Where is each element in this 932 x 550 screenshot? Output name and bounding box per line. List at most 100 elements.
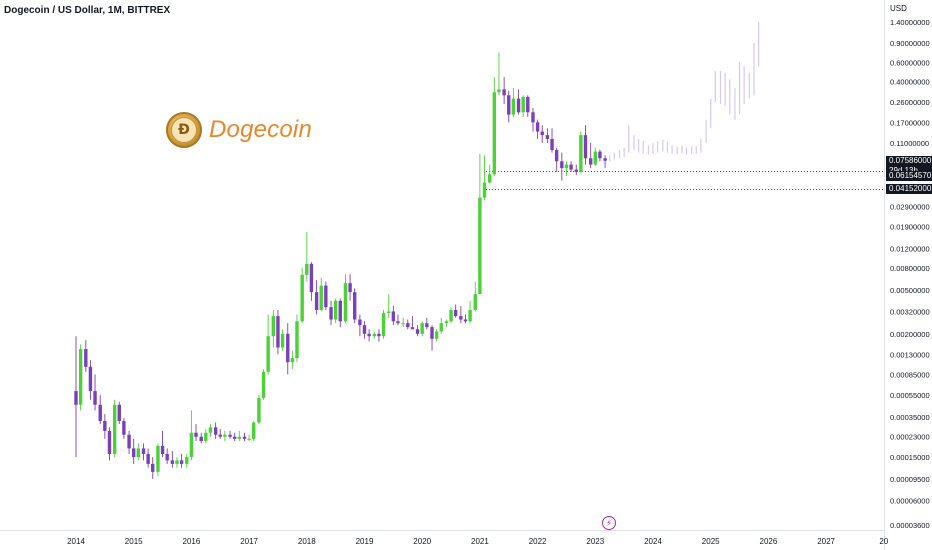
candle-body <box>535 122 540 132</box>
candle-body <box>98 404 102 422</box>
candle-body <box>358 319 362 326</box>
candle-body <box>257 397 261 423</box>
x-tick-label: 2017 <box>240 537 258 546</box>
candle-body <box>252 422 256 439</box>
reference-price-tag-upper: 0.06154570 <box>886 170 932 181</box>
candle-body <box>146 454 150 464</box>
candle-body <box>276 316 280 348</box>
candle-body <box>554 150 559 162</box>
y-tick-label: 0.00006000 <box>890 497 930 506</box>
candle-body <box>430 327 434 339</box>
candle-body <box>502 89 506 96</box>
candle-body <box>396 321 400 324</box>
candle-body <box>415 329 420 334</box>
candle-body <box>127 434 131 449</box>
candle-body <box>521 96 525 113</box>
y-tick-label: 0.00200000 <box>890 330 930 339</box>
lightning-icon[interactable]: ⚡ <box>602 516 616 530</box>
candle-body <box>420 323 424 334</box>
candle-body <box>74 391 78 405</box>
y-tick-label: 0.02900000 <box>890 203 930 212</box>
candle-body <box>425 323 429 328</box>
candle-body <box>136 448 141 458</box>
candle-body <box>237 436 241 439</box>
candle-body <box>526 96 530 113</box>
candle-body <box>439 323 443 332</box>
currency-label: USD <box>890 4 907 13</box>
candle-body <box>560 161 564 169</box>
candle-body <box>242 436 247 439</box>
x-tick-label: 2014 <box>67 537 85 546</box>
candle-body <box>78 349 83 405</box>
candle-body <box>362 325 367 334</box>
y-tick-label: 0.00035000 <box>890 413 930 422</box>
candle-body <box>290 358 295 363</box>
candle-body <box>401 323 405 325</box>
candle-body <box>179 460 184 464</box>
y-tick-label: 0.00500000 <box>890 286 930 295</box>
candle-body <box>497 89 501 93</box>
candle-body <box>122 421 126 435</box>
candle-body <box>141 448 146 455</box>
candle-body <box>444 321 449 324</box>
candle-body <box>232 436 237 439</box>
candle-body <box>507 95 511 115</box>
candle-body <box>550 138 554 151</box>
y-tick-label: 0.17000000 <box>890 118 930 127</box>
candle-body <box>314 292 319 310</box>
y-tick-label: 0.01200000 <box>890 245 930 254</box>
candle-body <box>449 309 453 322</box>
reference-lines <box>486 171 884 190</box>
candle-body <box>410 327 415 330</box>
candle-body <box>112 404 117 455</box>
candle-body <box>598 151 602 159</box>
candle-body <box>387 311 391 313</box>
candle-body <box>218 434 222 437</box>
x-tick-label: 2020 <box>413 537 431 546</box>
candle-body <box>516 98 521 113</box>
y-tick-label: 1.40000000 <box>890 18 930 27</box>
candle-body <box>84 349 88 367</box>
candle-body <box>473 294 477 310</box>
y-tick-label: 0.60000000 <box>890 58 930 67</box>
y-tick-label: 0.11000000 <box>890 139 929 148</box>
candle-body <box>199 436 203 442</box>
y-tick-label: 0.00320000 <box>890 307 930 316</box>
y-tick-label: 0.00055000 <box>890 391 930 400</box>
candle-body <box>156 445 160 472</box>
y-tick-label: 0.01900000 <box>890 223 930 232</box>
x-tick-label: 2016 <box>183 537 201 546</box>
candle-body <box>160 445 165 455</box>
candle-body <box>170 460 175 464</box>
candle-body <box>583 135 588 159</box>
candle-body <box>531 112 535 123</box>
y-tick-label: 0.00003600 <box>890 521 930 530</box>
candle-body <box>482 182 487 198</box>
candle-body <box>208 427 213 433</box>
candle-body <box>540 131 544 136</box>
x-tick-label: 2021 <box>471 537 489 546</box>
chart-title: Dogecoin / US Dollar, 1M, BITTREX <box>4 5 171 16</box>
candle-body <box>261 371 266 398</box>
candle-body <box>305 263 309 275</box>
candlestick-series <box>74 52 607 479</box>
y-tick-label: 0.00023000 <box>890 433 930 442</box>
candle-body <box>228 434 232 437</box>
x-tick-label: 20 <box>879 537 888 546</box>
candle-body <box>247 438 251 440</box>
candle-body <box>309 263 314 293</box>
candle-body <box>478 197 482 295</box>
y-tick-label: 0.00085000 <box>890 371 930 380</box>
candle-body <box>324 285 328 308</box>
candle-body <box>579 135 583 172</box>
candle-body <box>343 283 348 322</box>
candle-body <box>406 323 410 328</box>
candle-body <box>511 98 516 115</box>
time-axis: 2014 2015 2016 2017 2018 2019 2020 2021 2022 2023… <box>67 537 889 546</box>
candle-body <box>381 312 386 337</box>
candle-body <box>459 316 463 320</box>
candle-body <box>348 283 352 293</box>
candle-body <box>492 92 497 175</box>
